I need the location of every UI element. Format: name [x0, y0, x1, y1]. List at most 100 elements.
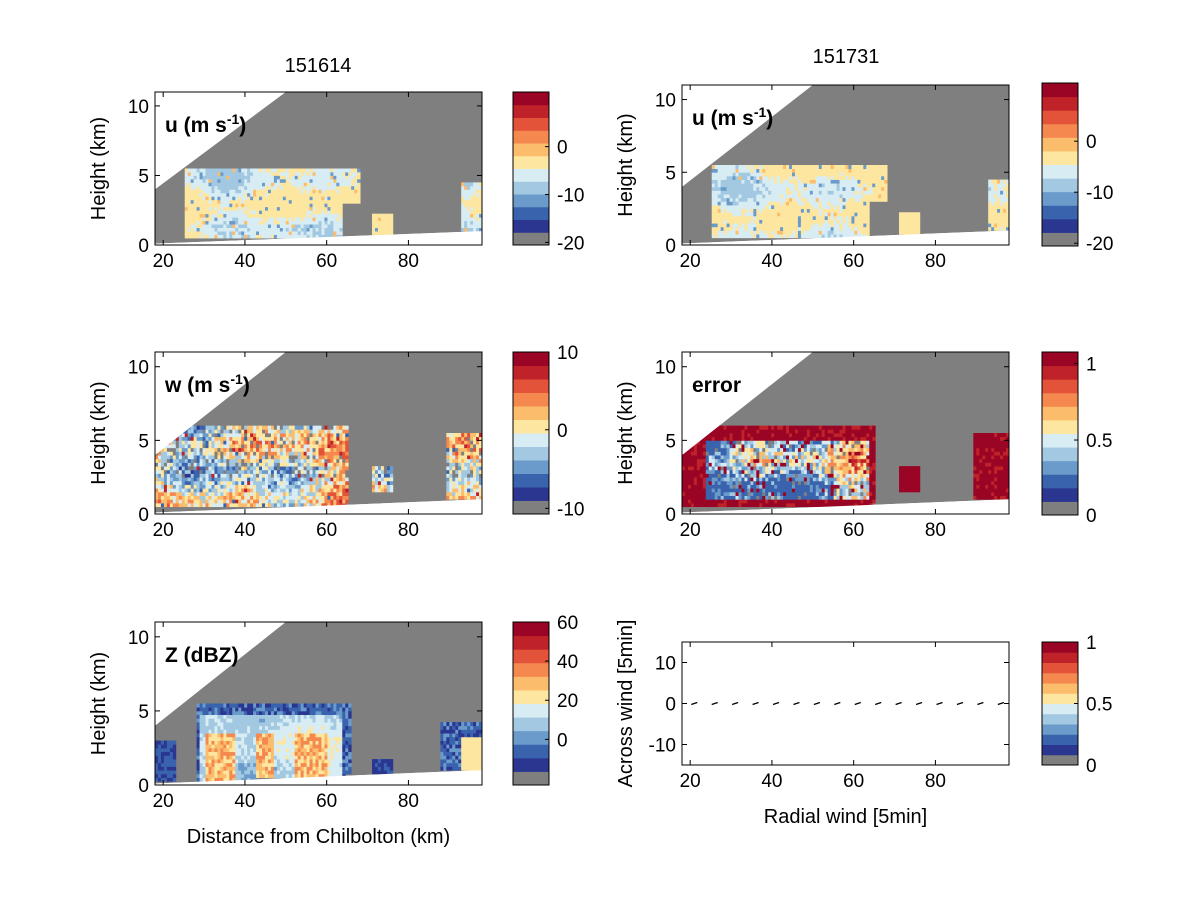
colorbar-band [1042, 191, 1078, 206]
heatmap-cell [780, 183, 784, 188]
heatmap-cell [264, 192, 269, 197]
heatmap-cell [318, 433, 322, 438]
heatmap-cell [705, 451, 710, 456]
heatmap-cell [854, 175, 858, 180]
heatmap-cell [455, 447, 459, 452]
heatmap-cell [824, 197, 829, 202]
heatmap-cell [461, 196, 465, 201]
heatmap-cell [741, 186, 745, 191]
heatmap-cell [267, 175, 272, 180]
heatmap-cell [187, 168, 192, 173]
heatmap-cell [479, 224, 482, 229]
heatmap-cell [235, 440, 239, 445]
heatmap-cell [169, 488, 174, 493]
heatmap-cell [262, 451, 266, 456]
heatmap-cell [297, 480, 302, 485]
heatmap-cell [720, 197, 725, 202]
heatmap-cell [720, 480, 725, 485]
heatmap-cell [250, 466, 254, 471]
heatmap-cell [803, 208, 808, 213]
heatmap-cell [250, 185, 254, 190]
heatmap-cell [348, 168, 352, 173]
heatmap-cell [860, 197, 864, 202]
heatmap-cell [789, 183, 793, 188]
heatmap-cell [232, 220, 236, 225]
heatmap-cell [997, 190, 1001, 195]
heatmap-cell [327, 213, 331, 218]
heatmap-cell [470, 182, 474, 187]
heatmap-cell [270, 425, 275, 430]
heatmap-cell [267, 206, 272, 211]
heatmap-cell [372, 227, 376, 232]
heatmap-cell [753, 168, 757, 173]
heatmap-cell [351, 196, 355, 201]
heatmap-cell [711, 447, 716, 452]
heatmap-cell [226, 469, 230, 474]
heatmap-cell [791, 194, 796, 199]
heatmap-cell [309, 458, 313, 463]
heatmap-cell [264, 451, 269, 456]
heatmap-cell [244, 447, 248, 452]
heatmap-cell [196, 178, 200, 183]
heatmap-cell [291, 495, 296, 500]
heatmap-cell [247, 199, 251, 204]
heatmap-cell [175, 484, 180, 489]
heatmap-cell [750, 491, 754, 496]
heatmap-cell [354, 182, 358, 187]
heatmap-cell [199, 178, 203, 183]
heatmap-cell [190, 189, 195, 194]
heatmap-cell [336, 469, 340, 474]
heatmap-cell [711, 484, 716, 489]
heatmap-cell [1003, 215, 1007, 220]
heatmap-cell [241, 499, 245, 504]
heatmap-cell [747, 469, 751, 474]
heatmap-cell [309, 451, 313, 456]
heatmap-cell [199, 466, 203, 471]
heatmap-cell [705, 466, 710, 471]
heatmap-cell [759, 212, 763, 217]
heatmap-cell [285, 451, 290, 456]
heatmap-cell [753, 466, 757, 471]
heatmap-cell [720, 219, 725, 224]
heatmap-cell [214, 210, 218, 215]
heatmap-cell [235, 199, 239, 204]
heatmap-cell [181, 455, 186, 460]
heatmap-cell [285, 436, 290, 441]
heatmap-cell [232, 182, 236, 187]
heatmap-cell [806, 165, 811, 170]
heatmap-cell [342, 477, 346, 482]
heatmap-cell [199, 227, 203, 232]
heatmap-cell [300, 192, 305, 197]
heatmap-cell [244, 224, 248, 229]
heatmap-cell [175, 436, 180, 441]
heatmap-cell [199, 182, 203, 187]
heatmap-cell [997, 183, 1001, 188]
heatmap-cell [253, 425, 257, 430]
heatmap-cell [208, 224, 212, 229]
heatmap-cell [306, 220, 310, 225]
heatmap-cell [247, 178, 251, 183]
heatmap-cell [327, 192, 331, 197]
heatmap-cell [342, 196, 346, 201]
heatmap-cell [321, 502, 325, 508]
heatmap-cell [339, 168, 343, 173]
heatmap-cell [244, 175, 248, 180]
heatmap-cell [833, 208, 837, 213]
heatmap-cell [318, 199, 322, 204]
heatmap-cell [774, 179, 778, 184]
heatmap-cell [380, 217, 385, 222]
heatmap-cell [315, 217, 319, 222]
heatmap-cell [276, 502, 281, 508]
heatmap-cell [336, 189, 340, 194]
heatmap-cell [270, 220, 275, 225]
heatmap-cell [309, 168, 313, 173]
heatmap-cell [247, 213, 251, 218]
heatmap-cell [193, 433, 198, 438]
heatmap-cell [211, 499, 215, 504]
heatmap-cell [202, 425, 206, 430]
heatmap-cell [297, 168, 302, 173]
heatmap-cell [756, 168, 760, 173]
heatmap-cell [717, 451, 722, 456]
heatmap-cell [199, 220, 203, 225]
heatmap-cell [726, 226, 730, 231]
